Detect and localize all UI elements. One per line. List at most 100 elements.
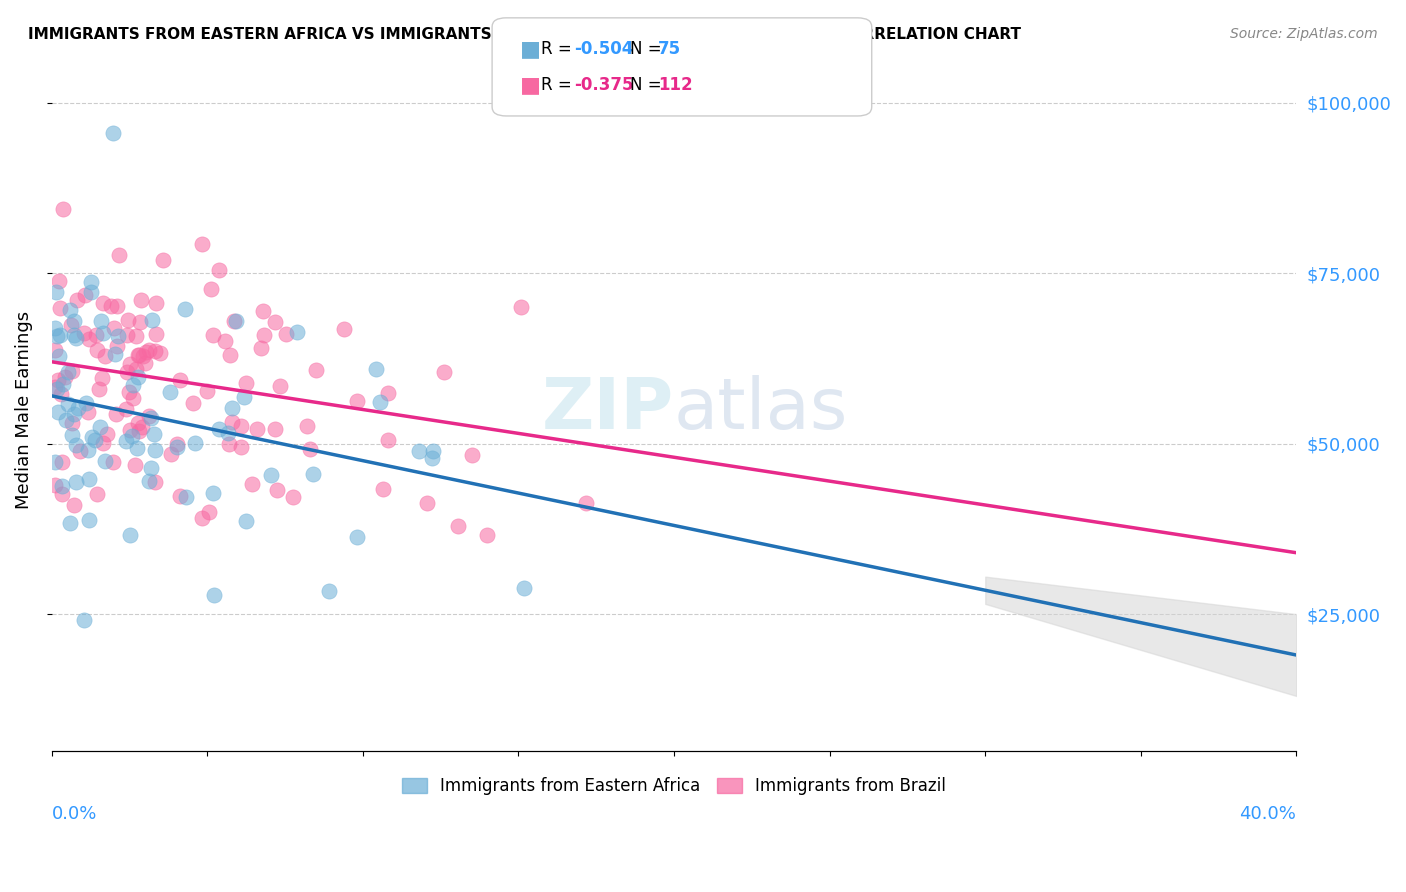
Text: -0.375: -0.375 [574, 76, 633, 94]
Point [83, 434, 105, 448]
Point [202, 588, 225, 602]
Point [105, 339, 128, 353]
Point [90, 371, 112, 385]
Point [91, 326, 114, 341]
Text: ZIP: ZIP [541, 375, 673, 444]
Point [104, 407, 127, 421]
Point [139, 411, 162, 425]
Point [60, 318, 83, 332]
Point [45, 285, 67, 300]
Point [115, 402, 138, 417]
Point [105, 299, 128, 313]
Point [149, 346, 172, 360]
Point [118, 357, 141, 371]
Point [318, 583, 340, 598]
Point [46, 373, 69, 387]
Point [103, 126, 125, 140]
Point [181, 395, 204, 409]
Point [52, 202, 75, 217]
Point [207, 263, 229, 277]
Point [121, 391, 143, 405]
Point [128, 348, 150, 362]
Point [79, 513, 101, 527]
Point [127, 417, 149, 431]
Point [143, 344, 166, 359]
Point [82, 430, 104, 444]
Point [65, 331, 87, 345]
Point [128, 424, 150, 438]
Point [66, 401, 89, 415]
Point [127, 369, 149, 384]
Text: ■: ■ [520, 39, 541, 59]
Point [90, 314, 112, 328]
Point [121, 378, 143, 392]
Point [96, 427, 118, 442]
Point [58, 365, 80, 379]
Point [80, 275, 103, 289]
Point [49, 327, 72, 342]
Point [59, 302, 82, 317]
Point [295, 418, 318, 433]
Point [276, 326, 298, 341]
Point [231, 440, 253, 454]
Point [302, 467, 325, 482]
Point [260, 468, 283, 483]
Point [89, 420, 111, 434]
Point [89, 382, 111, 396]
Point [138, 474, 160, 488]
Point [377, 386, 399, 401]
Point [134, 356, 156, 370]
Text: N =: N = [630, 40, 666, 58]
Point [76, 443, 98, 458]
Point [56, 397, 79, 411]
Point [174, 491, 197, 505]
Point [138, 409, 160, 423]
Point [46, 405, 69, 419]
Point [217, 426, 239, 441]
Point [131, 419, 153, 434]
Point [285, 325, 308, 339]
Point [93, 435, 115, 450]
Point [141, 460, 163, 475]
Point [63, 498, 86, 512]
Text: -0.504: -0.504 [574, 40, 633, 58]
Legend: Immigrants from Eastern Africa, Immigrants from Brazil: Immigrants from Eastern Africa, Immigran… [394, 769, 955, 804]
Point [145, 475, 167, 490]
Point [246, 422, 269, 436]
Point [127, 347, 149, 361]
Point [174, 301, 197, 316]
Text: 112: 112 [658, 76, 693, 94]
Point [63, 328, 86, 343]
Point [51, 387, 73, 401]
Point [422, 444, 444, 458]
Point [143, 442, 166, 457]
Point [124, 458, 146, 472]
Point [208, 422, 231, 436]
Text: R =: R = [541, 40, 578, 58]
Point [44, 343, 66, 357]
Point [198, 505, 221, 519]
Point [117, 385, 139, 400]
Text: Source: ZipAtlas.com: Source: ZipAtlas.com [1230, 27, 1378, 41]
Point [346, 393, 368, 408]
Point [190, 511, 212, 525]
Point [195, 384, 218, 398]
Point [93, 349, 115, 363]
Text: IMMIGRANTS FROM EASTERN AFRICA VS IMMIGRANTS FROM BRAZIL MEDIAN MALE EARNINGS CO: IMMIGRANTS FROM EASTERN AFRICA VS IMMIGR… [28, 27, 1021, 42]
Point [86, 343, 108, 357]
Point [48, 274, 70, 288]
Point [44, 321, 66, 335]
Point [252, 304, 274, 318]
Point [575, 496, 598, 510]
Point [66, 293, 89, 307]
Point [159, 385, 181, 400]
Point [235, 514, 257, 528]
Point [75, 396, 97, 410]
Text: R =: R = [541, 76, 578, 94]
Point [129, 293, 152, 307]
Point [125, 361, 148, 376]
Point [115, 365, 138, 379]
Point [77, 472, 100, 486]
Point [201, 327, 224, 342]
Point [65, 438, 87, 452]
